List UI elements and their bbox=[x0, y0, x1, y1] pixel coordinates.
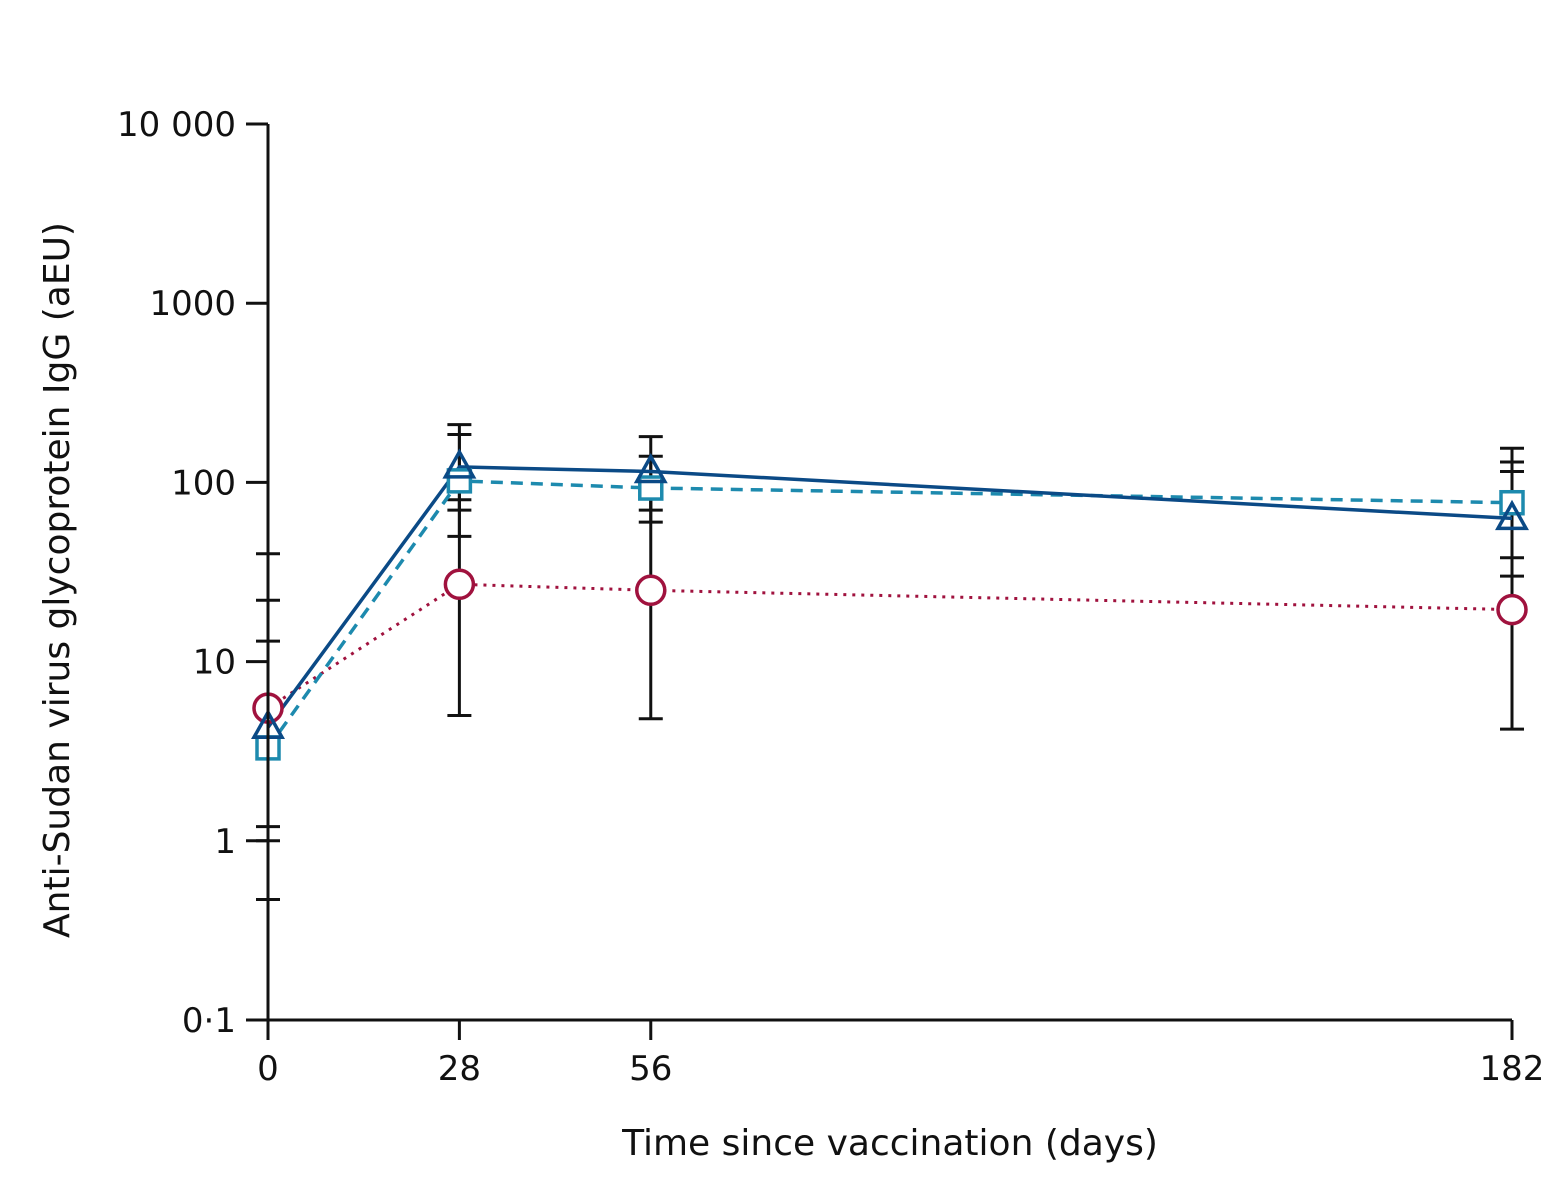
x-tick-label: 182 bbox=[1480, 1049, 1545, 1089]
data-point-triangle bbox=[633, 452, 668, 484]
y-tick-label: 100 bbox=[171, 463, 236, 503]
y-tick-label: 10 bbox=[193, 643, 236, 683]
data-point-square bbox=[446, 468, 473, 494]
y-tick-label: 0·1 bbox=[182, 1001, 236, 1041]
series-lines bbox=[266, 465, 1513, 749]
y-tick-label: 1000 bbox=[149, 284, 236, 324]
axes: 0·1 1 10 100 1000 10 000 0 28 56 182 bbox=[117, 105, 1544, 1089]
error-bars bbox=[256, 423, 1524, 902]
series-line-circle bbox=[267, 582, 1513, 710]
series-line-square bbox=[266, 479, 1513, 749]
series-line-triangle bbox=[266, 465, 1513, 729]
x-axis-title: Time since vaccination (days) bbox=[621, 1123, 1158, 1164]
data-point-circle bbox=[443, 568, 476, 601]
x-tick-label: 56 bbox=[629, 1049, 672, 1089]
data-point-triangle bbox=[442, 448, 477, 479]
x-tick-label: 0 bbox=[257, 1049, 279, 1089]
y-tick-label: 10 000 bbox=[117, 105, 236, 145]
data-point-circle bbox=[1496, 593, 1528, 626]
data-point-triangle bbox=[1495, 499, 1529, 531]
y-axis-title: Anti-Sudan virus glycoprotein IgG (aEU) bbox=[37, 222, 78, 938]
x-tick-label: 28 bbox=[438, 1049, 481, 1089]
y-tick-label: 1 bbox=[214, 822, 236, 862]
data-point-circle bbox=[635, 574, 667, 607]
